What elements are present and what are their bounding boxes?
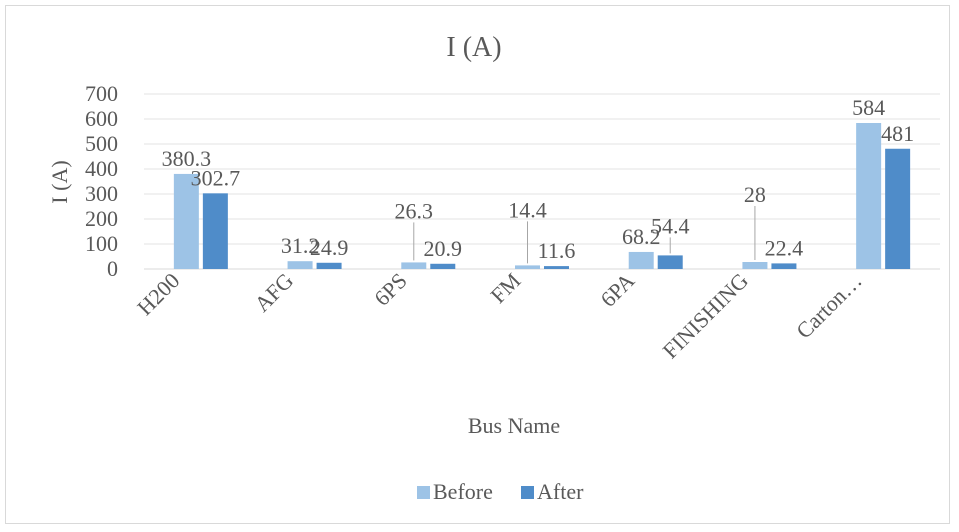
data-label-before: 28 <box>744 182 766 207</box>
y-tick-label: 200 <box>85 206 118 231</box>
bar-after <box>657 255 683 269</box>
bar-before <box>742 262 768 269</box>
bar-after <box>316 262 342 269</box>
x-axis-label: Bus Name <box>468 413 560 438</box>
bar-after <box>544 266 569 269</box>
legend: Before After <box>417 479 584 504</box>
gridlines <box>144 93 940 270</box>
bar-before <box>173 173 199 269</box>
x-tick-label: Carton… <box>791 268 867 344</box>
data-label-after: 24.9 <box>310 235 349 260</box>
x-tick-label: FINISHING <box>658 268 754 364</box>
data-label-before: 26.3 <box>395 198 434 223</box>
legend-swatch <box>417 486 430 499</box>
y-tick-label: 700 <box>85 81 118 106</box>
data-label-after: 302.7 <box>191 165 241 190</box>
data-label-before: 14.4 <box>508 197 547 222</box>
bar-after <box>885 148 911 269</box>
x-tick-label: AFG <box>249 268 298 317</box>
x-tick-label: H200 <box>132 268 184 320</box>
x-axis-ticks: H200 AFG 6PS FM 6PA FINISHING Carton… <box>132 268 867 364</box>
bars <box>173 123 911 269</box>
bar-after <box>771 263 797 269</box>
bar-after <box>202 193 228 269</box>
legend-swatch <box>521 486 534 499</box>
label-leader-lines <box>413 206 756 264</box>
data-label-before: 68.2 <box>622 224 661 249</box>
bar-before <box>287 261 313 269</box>
data-label-after: 481 <box>881 121 914 146</box>
bar-before <box>401 262 427 269</box>
y-tick-label: 500 <box>85 131 118 156</box>
data-label-before: 380.3 <box>162 146 212 171</box>
data-label-before: 31.2 <box>281 233 320 258</box>
data-label-after: 54.4 <box>651 213 690 238</box>
y-tick-label: 400 <box>85 156 118 181</box>
legend-label: After <box>537 479 584 504</box>
y-tick-label: 100 <box>85 231 118 256</box>
chart-frame <box>5 5 950 524</box>
y-tick-label: 600 <box>85 106 118 131</box>
data-label-before: 584 <box>852 95 885 120</box>
bar-after <box>430 263 456 269</box>
bar-before <box>515 265 540 269</box>
data-label-after: 20.9 <box>424 236 463 261</box>
y-tick-label: 0 <box>107 256 118 281</box>
data-label-after: 11.6 <box>538 238 576 263</box>
x-tick-label: 6PS <box>369 268 412 311</box>
x-tick-label: FM <box>485 268 525 308</box>
chart-title: I (A) <box>446 32 501 63</box>
y-axis-label: I (A) <box>47 160 72 203</box>
data-label-after: 22.4 <box>765 235 804 260</box>
y-tick-label: 300 <box>85 181 118 206</box>
bar-before <box>628 251 654 269</box>
legend-label: Before <box>433 479 493 504</box>
bar-before <box>856 123 882 269</box>
x-tick-label: 6PA <box>595 268 639 312</box>
